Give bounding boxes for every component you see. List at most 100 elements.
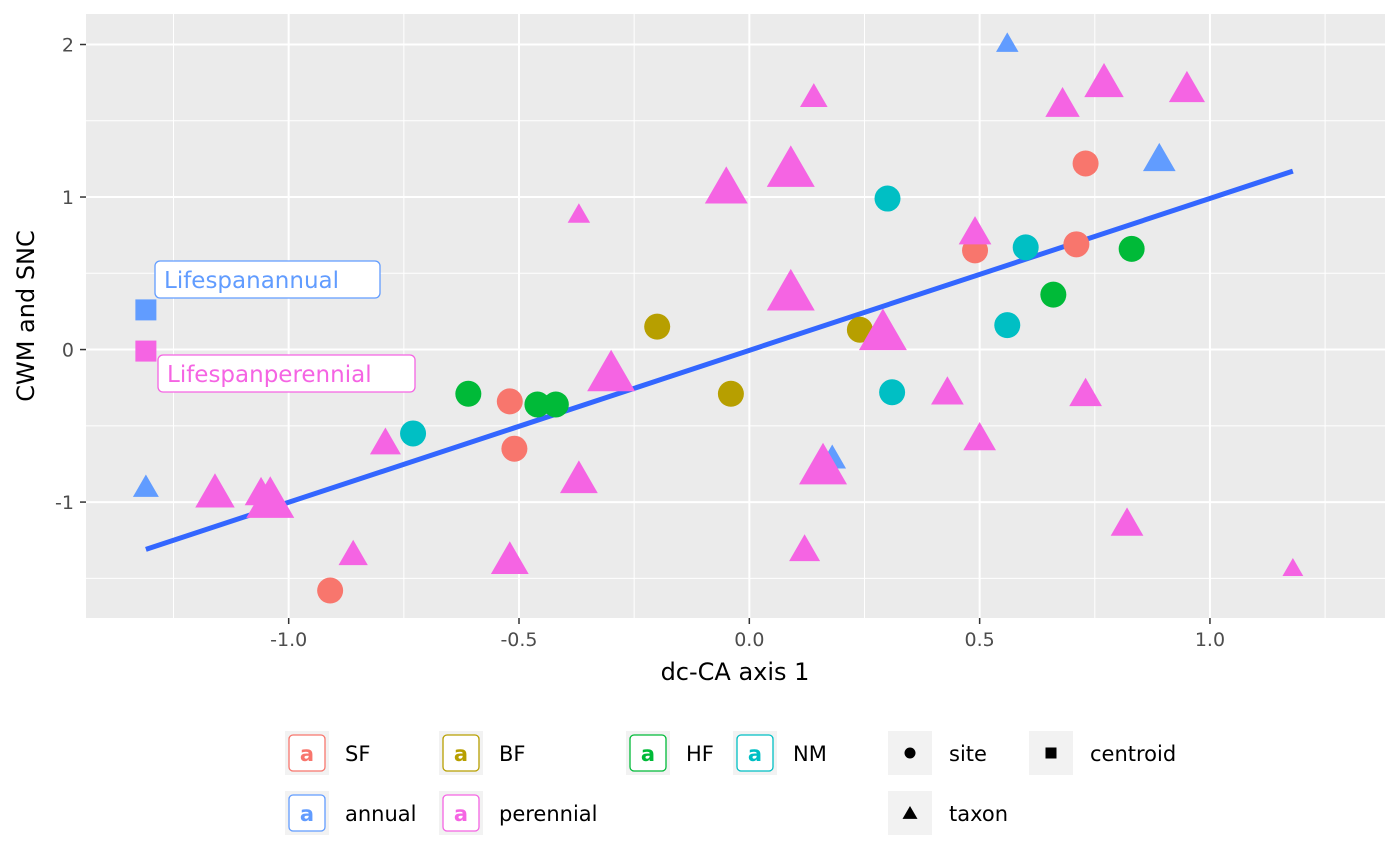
site-point-nm	[874, 185, 901, 212]
legend-square-icon	[1045, 747, 1057, 759]
x-axis-title: dc-CA axis 1	[661, 658, 810, 686]
centroid-point-annual	[135, 299, 157, 321]
x-tick-label: -1.0	[270, 629, 307, 651]
taxon-point-perennial	[1084, 62, 1124, 98]
annotation-layer: Lifespanannual Lifespanperennial	[154, 260, 416, 393]
taxon-point-perennial	[195, 473, 235, 508]
regression-line	[145, 168, 1294, 552]
legend-key-glyph: a	[300, 742, 314, 766]
centroid-label-annual: Lifespanannual	[164, 268, 339, 294]
taxon-point-perennial	[766, 268, 815, 311]
taxon-point-perennial	[766, 145, 815, 187]
site-point-sf	[317, 577, 344, 604]
site-point-sf	[501, 435, 528, 462]
taxon-point-perennial	[1168, 70, 1205, 103]
taxon-point-perennial	[559, 460, 598, 494]
legend-label: centroid	[1090, 742, 1176, 766]
site-point-hf	[1118, 235, 1145, 262]
taxon-point-perennial	[931, 376, 964, 405]
y-tick-label: 2	[62, 35, 74, 57]
y-tick-label: 1	[62, 187, 74, 209]
taxon-point-perennial	[587, 349, 636, 392]
legend-label: annual	[345, 802, 417, 826]
site-point-sf	[1063, 231, 1090, 258]
legend-key-glyph: a	[641, 742, 655, 766]
x-tick-label: 0.5	[965, 629, 995, 651]
legend-item-bf: a BF	[439, 731, 526, 775]
taxon-point-perennial	[246, 476, 295, 518]
taxon-point-annual	[132, 474, 159, 497]
taxon-point-annual	[1142, 142, 1176, 172]
legend-item-annual: a annual	[285, 791, 417, 835]
site-point-sf	[1072, 150, 1099, 177]
taxon-point-perennial	[958, 216, 992, 245]
taxon-point-perennial	[858, 308, 907, 351]
legend-label: taxon	[949, 802, 1008, 826]
legend-key-box	[442, 734, 480, 772]
centroid-label-box-annual	[154, 260, 381, 299]
axes: -1.0 -0.5 0.0 0.5 1.0 -1 0 1 2	[55, 35, 1225, 651]
taxon-point-perennial	[567, 203, 591, 223]
taxon-point-perennial	[1110, 507, 1144, 536]
legend-item-taxon: taxon	[888, 791, 1008, 835]
legend-key-glyph: a	[300, 802, 314, 826]
site-point-hf	[1040, 281, 1067, 308]
site-point-bf	[644, 313, 671, 340]
legend-item-centroid: centroid	[1029, 731, 1176, 775]
legend-key-box	[736, 734, 774, 772]
legend-label: HF	[686, 742, 714, 766]
taxon-point-annual	[996, 32, 1019, 52]
legend-key-box	[288, 734, 326, 772]
taxon-point-perennial	[963, 421, 996, 451]
y-tick-label: -1	[55, 492, 74, 514]
taxon-point-perennial	[704, 166, 748, 204]
legend-item-perennial: a perennial	[439, 791, 598, 835]
taxon-point-perennial	[1282, 558, 1304, 577]
y-tick-label: 0	[62, 340, 74, 362]
centroid-label-perennial: Lifespanperennial	[167, 362, 372, 388]
x-tick-label: 0.0	[734, 629, 764, 651]
taxon-point-perennial	[800, 83, 828, 107]
taxon-point-perennial	[338, 539, 368, 566]
legend-label: BF	[499, 742, 526, 766]
regression-layer	[145, 168, 1294, 552]
plot-panel	[86, 14, 1385, 618]
taxon-point-perennial	[799, 442, 848, 485]
legend-triangle-icon	[902, 805, 918, 819]
legend-label: NM	[793, 742, 827, 766]
legend-key-glyph: a	[454, 742, 468, 766]
taxon-point-perennial	[1069, 377, 1102, 407]
legend-item-sf: a SF	[285, 731, 370, 775]
site-point-nm	[994, 312, 1021, 339]
legend-item-nm: a NM	[733, 731, 827, 775]
site-point-nm	[400, 420, 427, 447]
legend-key-glyph: a	[454, 802, 468, 826]
centroid-label-box-perennial	[157, 354, 416, 393]
taxon-point-perennial	[490, 541, 529, 575]
legend-key-box	[629, 734, 667, 772]
legend-key-glyph: a	[748, 742, 762, 766]
site-point-nm	[1012, 234, 1039, 261]
site-point-bf	[846, 316, 873, 343]
taxon-point-perennial	[1045, 87, 1080, 117]
legend-item-site: site	[888, 731, 987, 775]
centroid-point-perennial	[135, 340, 157, 362]
taxon-point-perennial	[789, 534, 821, 562]
legend-item-hf: a HF	[626, 731, 714, 775]
legend: a SF a BF a HF a NM a annual a perennial site centroi…	[285, 731, 1176, 835]
legend-label: SF	[345, 742, 370, 766]
points-layer	[132, 32, 1304, 604]
taxon-point-perennial	[369, 427, 401, 455]
legend-key-box	[442, 794, 480, 832]
site-point-sf	[496, 388, 523, 415]
y-axis-title: CWM and SNC	[12, 230, 40, 402]
x-tick-label: -0.5	[500, 629, 537, 651]
x-tick-label: 1.0	[1195, 629, 1225, 651]
legend-label: site	[949, 742, 987, 766]
site-point-bf	[717, 380, 744, 407]
site-point-hf	[455, 380, 482, 407]
site-point-nm	[879, 379, 906, 406]
site-point-hf	[524, 391, 551, 418]
legend-key-box	[288, 794, 326, 832]
